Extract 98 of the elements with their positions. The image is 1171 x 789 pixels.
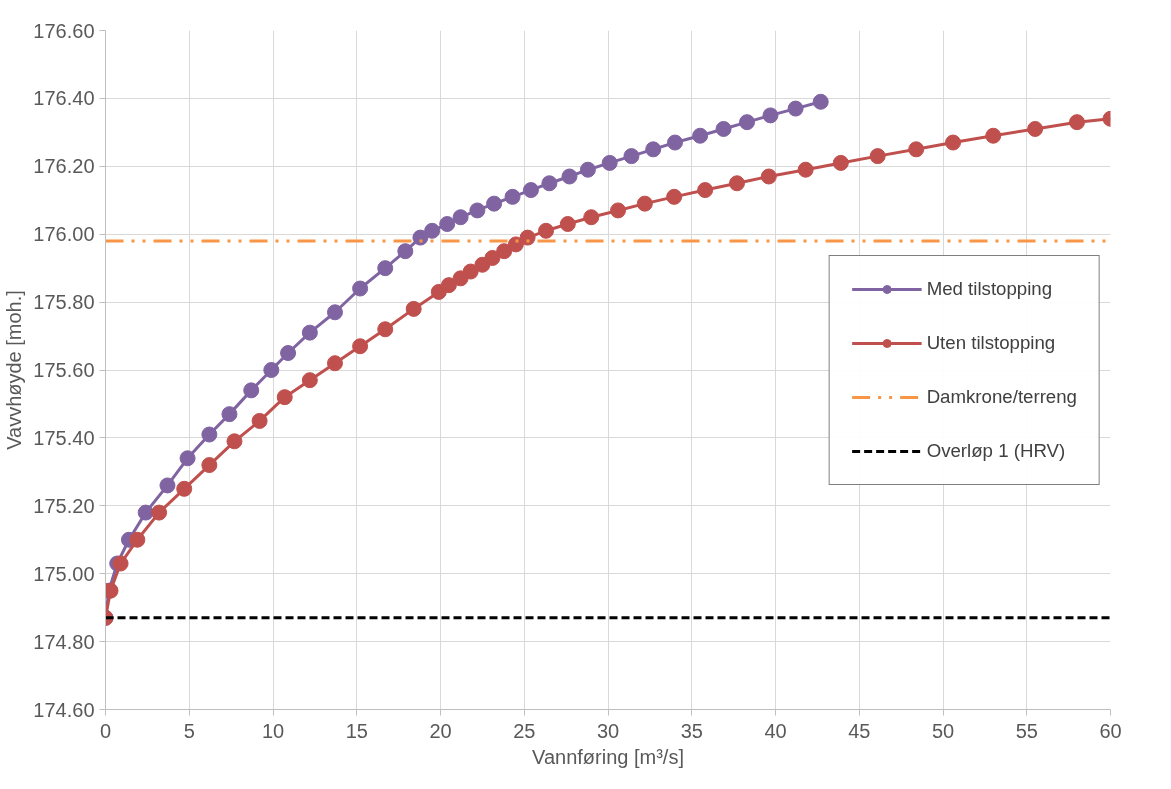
- point: [301, 324, 318, 341]
- x-tick-label: 45: [848, 719, 871, 742]
- point: [151, 504, 168, 521]
- x-tick-label: 55: [1015, 719, 1038, 742]
- point: [1069, 114, 1085, 131]
- y-tick-label: 175.80: [33, 291, 95, 314]
- point: [945, 134, 962, 151]
- x-tick-label: 40: [764, 719, 787, 742]
- point: [666, 188, 683, 205]
- point: [496, 243, 513, 260]
- point: [1027, 120, 1044, 137]
- point: [601, 154, 618, 171]
- point: [201, 426, 218, 443]
- y-tick-label: 174.60: [33, 698, 95, 721]
- x-tick-label: 10: [261, 719, 285, 742]
- y-tick-label: 175.40: [33, 426, 95, 449]
- point: [636, 195, 653, 212]
- x-tick-label: 5: [183, 719, 195, 742]
- point: [251, 412, 268, 429]
- point: [869, 148, 886, 165]
- x-tick-label: 30: [596, 719, 620, 742]
- x-tick-label: 0: [99, 719, 112, 742]
- point: [832, 154, 849, 171]
- point: [405, 300, 422, 317]
- x-axis-title: Vannføring [m³/s]: [532, 745, 684, 768]
- y-axis-title: Vavvhøyde [moh.]: [3, 290, 26, 450]
- point: [377, 321, 394, 338]
- point: [137, 504, 154, 521]
- point: [326, 355, 343, 372]
- point: [504, 188, 521, 205]
- point: [519, 229, 536, 246]
- point: [377, 260, 394, 277]
- point: [760, 168, 777, 185]
- point: [462, 263, 479, 280]
- point: [579, 161, 596, 178]
- x-tick-label: 25: [513, 719, 536, 742]
- point: [129, 531, 146, 548]
- point: [623, 148, 640, 165]
- point: [440, 277, 457, 294]
- y-tick-label: 176.60: [33, 19, 95, 42]
- y-tick-label: 175.20: [33, 494, 95, 517]
- legend-label: Med tilstopping: [926, 277, 1053, 300]
- point: [280, 345, 297, 362]
- point: [908, 141, 925, 158]
- point: [397, 243, 414, 260]
- point: [326, 304, 343, 321]
- point: [276, 389, 293, 406]
- point: [486, 195, 503, 212]
- y-tick-label: 176.00: [33, 223, 95, 246]
- point: [439, 216, 456, 232]
- y-tick-label: 175.60: [33, 359, 95, 381]
- legend-label: Damkrone/terreng: [926, 385, 1077, 408]
- point: [561, 168, 578, 185]
- point: [484, 249, 501, 266]
- point: [697, 182, 714, 199]
- point: [645, 141, 662, 158]
- legend-label: Uten tilstopping: [926, 331, 1056, 354]
- y-tick-label: 176.40: [33, 87, 95, 110]
- point: [739, 114, 756, 131]
- point: [787, 100, 804, 117]
- point: [301, 372, 318, 389]
- point: [985, 127, 1002, 144]
- x-tick-label: 20: [429, 719, 452, 742]
- point: [176, 480, 193, 497]
- point: [201, 457, 218, 474]
- point: [352, 280, 369, 297]
- point: [728, 175, 745, 192]
- x-tick-label: 15: [345, 719, 368, 742]
- point: [221, 406, 238, 423]
- point: [583, 209, 600, 226]
- legend-label: Overløp 1 (HRV): [926, 439, 1066, 462]
- point: [538, 222, 555, 239]
- point: [452, 209, 469, 226]
- point: [424, 222, 441, 239]
- point: [263, 362, 280, 378]
- y-tick-label: 174.80: [33, 630, 95, 653]
- y-tick-label: 175.00: [33, 562, 95, 585]
- point: [667, 134, 683, 151]
- y-tick-label: 176.20: [33, 155, 95, 178]
- point: [159, 477, 176, 494]
- point: [352, 338, 369, 355]
- point: [522, 182, 539, 199]
- point: [797, 161, 814, 178]
- point: [715, 120, 732, 137]
- x-tick-label: 60: [1099, 719, 1122, 742]
- point: [469, 202, 486, 219]
- point: [179, 450, 196, 467]
- point: [692, 127, 709, 144]
- point: [559, 216, 576, 232]
- point: [541, 175, 558, 192]
- point: [762, 107, 779, 124]
- point: [610, 202, 627, 219]
- point: [226, 433, 243, 450]
- point: [507, 236, 524, 253]
- x-tick-label: 50: [931, 719, 955, 742]
- x-tick-label: 35: [680, 719, 703, 742]
- point: [812, 93, 829, 110]
- point: [243, 382, 260, 399]
